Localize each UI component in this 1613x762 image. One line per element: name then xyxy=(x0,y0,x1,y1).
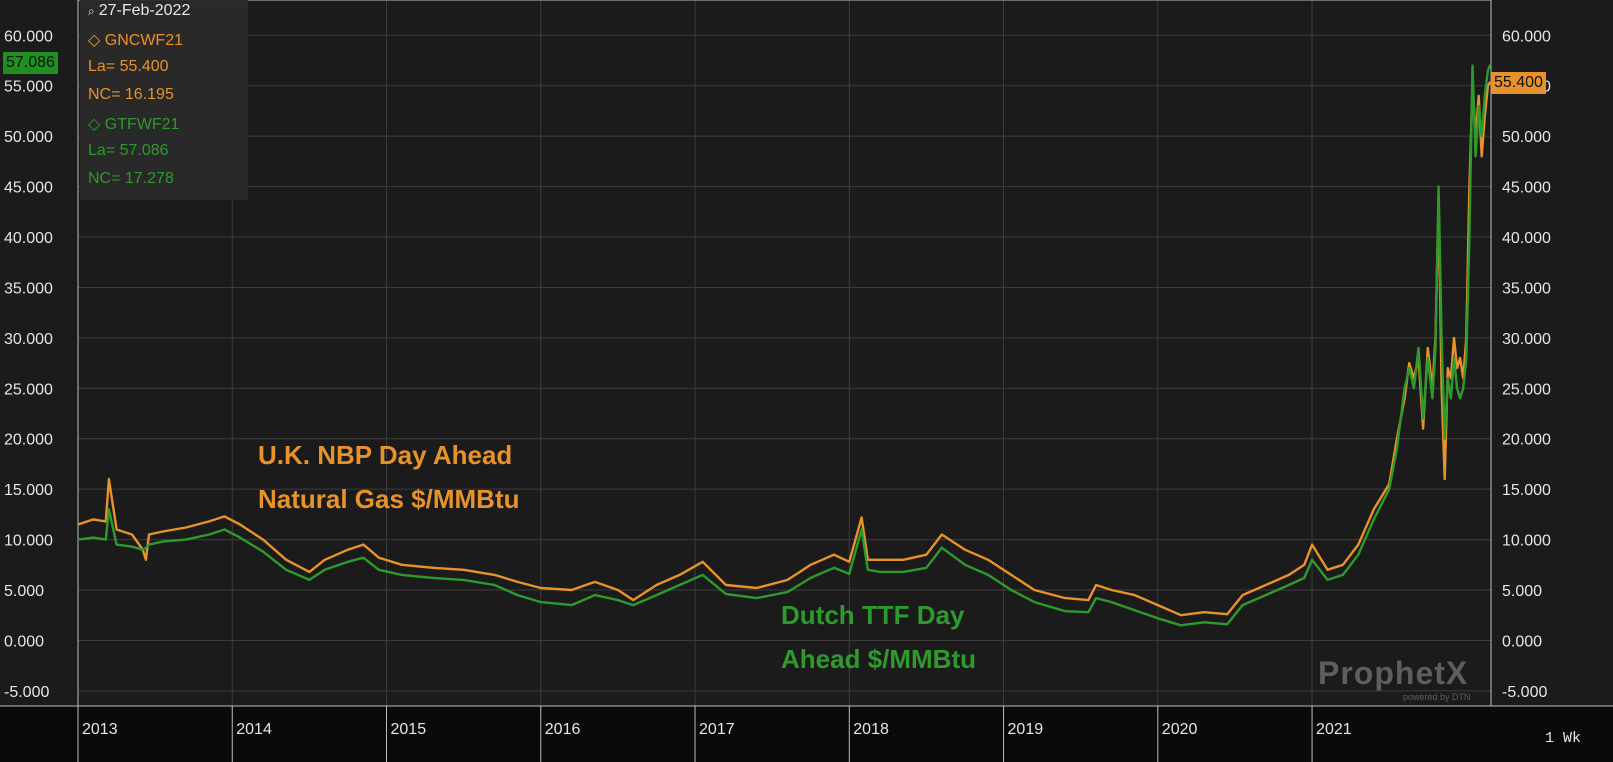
y-tick-right: 20.000 xyxy=(1502,432,1551,449)
y-axis-left: 60.000 55.000 50.000 45.000 40.000 35.000 30.0… xyxy=(4,28,53,701)
y-tick-right: 10.000 xyxy=(1502,533,1551,550)
y-tick-left: 15.000 xyxy=(4,482,53,499)
x-tick-label: 2018 xyxy=(853,721,889,738)
diamond-icon: ◇ xyxy=(88,116,101,133)
prophetx-logo: ProphetX xyxy=(1318,655,1469,691)
series-line-GTFWF21 xyxy=(77,64,1492,627)
legend-series1-name-row: ◇ GNCWF21 xyxy=(88,30,183,50)
nbp-annotation-line2: Natural Gas $/MMBtu xyxy=(258,484,520,514)
period-selector[interactable]: 1 Wk xyxy=(1545,730,1582,747)
ttf-annotation-line2: Ahead $/MMBtu xyxy=(781,644,976,674)
x-tick-label: 2016 xyxy=(545,721,581,738)
x-tick-label: 2014 xyxy=(236,721,272,738)
x-tick-label: 2021 xyxy=(1316,721,1352,738)
y-tick-right: 0.000 xyxy=(1502,633,1542,650)
x-tick-label: 2017 xyxy=(699,721,735,738)
date-label: 27-Feb-2022 xyxy=(98,2,191,19)
legend-panel xyxy=(80,0,248,200)
y-tick-right: 15.000 xyxy=(1502,482,1551,499)
series2-net-change: NC= 17.278 xyxy=(88,170,174,187)
y-tick-right: 60.000 xyxy=(1502,28,1551,45)
y-tick-right: 30.000 xyxy=(1502,331,1551,348)
series1-last: La= 55.400 xyxy=(88,58,169,75)
y-tick-left: 25.000 xyxy=(4,381,53,398)
y-tick-left: 10.000 xyxy=(4,533,53,550)
x-tick-label: 2019 xyxy=(1008,721,1044,738)
diamond-icon: ◇ xyxy=(88,32,101,49)
y-tick-right: 45.000 xyxy=(1502,180,1551,197)
y-tick-right: 25.000 xyxy=(1502,381,1551,398)
series1-name: GNCWF21 xyxy=(104,32,183,49)
y-tick-left: 20.000 xyxy=(4,432,53,449)
y-tick-left: 50.000 xyxy=(4,129,53,146)
y-tick-left: 0.000 xyxy=(4,633,44,650)
legend-series2-name-row: ◇ GTFWF21 xyxy=(88,114,179,134)
magnifier-icon[interactable]: ⌕ xyxy=(88,4,95,18)
y-tick-left: 5.000 xyxy=(4,583,44,600)
y-tick-left: 30.000 xyxy=(4,331,53,348)
y-tick-right: 40.000 xyxy=(1502,230,1551,247)
x-axis: 2013 2014 2015 2016 2017 2018 2019 2020 2021 xyxy=(77,706,1352,762)
x-tick-label: 2020 xyxy=(1162,721,1198,738)
left-last-value-badge: 57.086 xyxy=(3,52,58,74)
legend-date: ⌕ 27-Feb-2022 xyxy=(88,2,190,20)
ttf-annotation-line1: Dutch TTF Day xyxy=(781,600,965,630)
series2-last: La= 57.086 xyxy=(88,142,169,159)
series2-name: GTFWF21 xyxy=(104,116,180,133)
y-tick-right: -5.000 xyxy=(1502,684,1547,701)
y-tick-right: 35.000 xyxy=(1502,280,1551,297)
x-tick-label: 2013 xyxy=(82,721,118,738)
y-tick-left: 60.000 xyxy=(4,28,53,45)
y-tick-left: 45.000 xyxy=(4,180,53,197)
y-tick-right: 5.000 xyxy=(1502,583,1542,600)
y-tick-left: -5.000 xyxy=(4,684,49,701)
y-tick-left: 40.000 xyxy=(4,230,53,247)
x-tick-label: 2015 xyxy=(391,721,427,738)
prophetx-logo-sub: powered by DTN xyxy=(1403,692,1471,702)
series-lines xyxy=(77,64,1492,627)
right-last-value-badge: 55.400 xyxy=(1491,72,1546,94)
y-tick-left: 55.000 xyxy=(4,79,53,96)
y-tick-right: 50.000 xyxy=(1502,129,1551,146)
nbp-annotation-line1: U.K. NBP Day Ahead xyxy=(258,440,513,470)
y-tick-left: 35.000 xyxy=(4,280,53,297)
series1-net-change: NC= 16.195 xyxy=(88,86,174,103)
series-line-GNCWF21 xyxy=(77,81,1492,617)
